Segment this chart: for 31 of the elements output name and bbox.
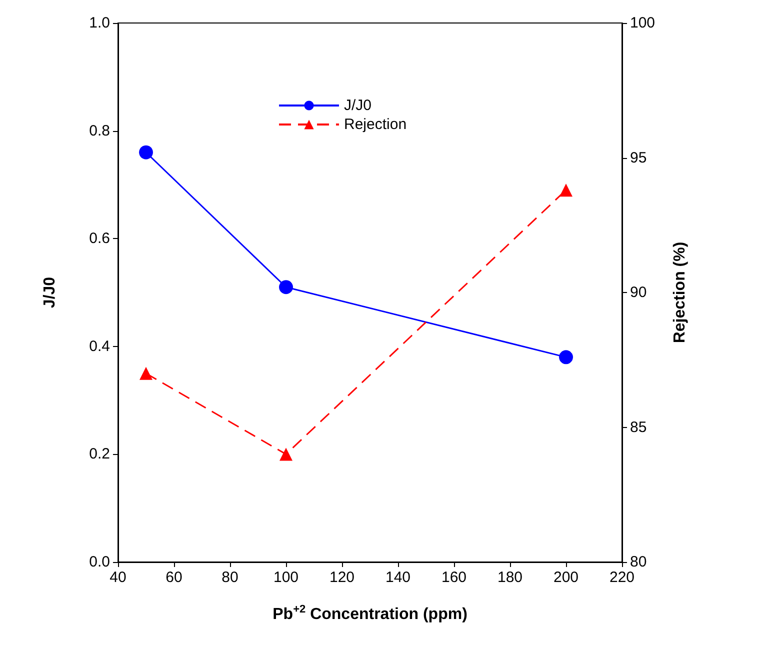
point [140, 366, 152, 380]
legend-label: J/J0 [344, 97, 372, 114]
point [560, 184, 572, 197]
point [559, 350, 573, 364]
point [139, 145, 153, 160]
y2-tick-label: 95 [630, 149, 647, 166]
y2-tick-label: 100 [630, 14, 656, 32]
x-tick-label: 120 [329, 569, 355, 586]
y-tick-label: 0.8 [89, 122, 110, 140]
legend-label: Rejection [344, 116, 407, 133]
y-tick-label: 0.0 [89, 554, 110, 570]
x-tick-label: 60 [166, 569, 182, 586]
y2-tick-label: 80 [630, 554, 647, 570]
x-tick-label: 200 [553, 569, 579, 586]
x-tick-label: 180 [497, 569, 523, 586]
y-tick-label: 0.6 [89, 230, 110, 248]
y2-tick-label: 85 [630, 418, 647, 436]
x-tick-label: 160 [441, 569, 467, 586]
point [279, 280, 293, 294]
y-tick-label: 0.2 [89, 446, 110, 463]
y-tick-label: 1.0 [89, 14, 110, 32]
x-tick-label: 140 [385, 569, 411, 586]
y-axis-title: J/J0 [42, 276, 58, 308]
point [280, 448, 292, 461]
x-tick-label: 80 [222, 569, 238, 586]
x-tick-label: 220 [609, 569, 635, 586]
y2-tick-label: 90 [630, 284, 647, 301]
x-tick-label: 40 [110, 569, 126, 586]
x-tick-label: 100 [273, 569, 299, 586]
y-tick-label: 0.4 [89, 338, 110, 355]
y2-axis-title: Rejection (%) [672, 242, 688, 344]
